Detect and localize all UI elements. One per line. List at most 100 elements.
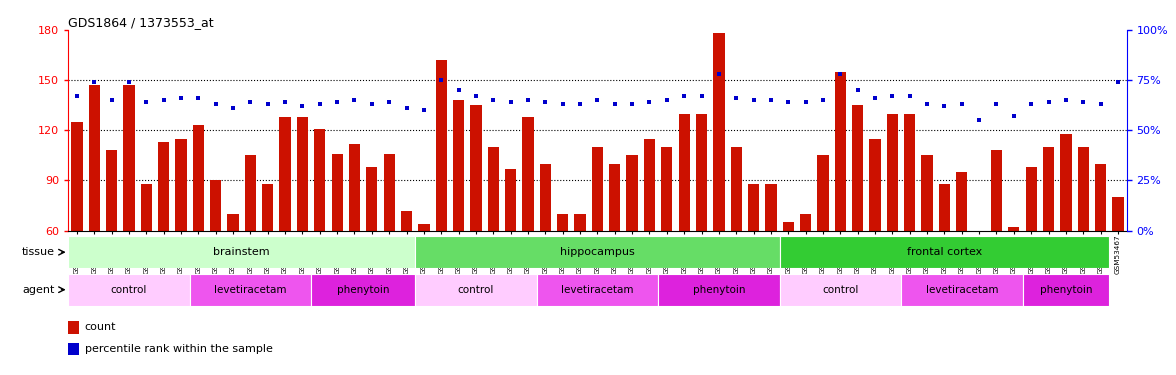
Bar xyxy=(1008,227,1020,231)
Text: brainstem: brainstem xyxy=(213,247,270,257)
Bar xyxy=(158,142,169,231)
Bar xyxy=(415,274,536,306)
Point xyxy=(223,105,242,111)
Text: agent: agent xyxy=(22,285,54,295)
Bar xyxy=(887,114,898,231)
Point xyxy=(519,97,537,103)
Bar xyxy=(175,139,187,231)
Bar xyxy=(1112,197,1123,231)
Point xyxy=(1022,101,1041,107)
Bar xyxy=(609,164,621,231)
Bar xyxy=(141,184,152,231)
Point xyxy=(796,99,815,105)
Bar xyxy=(68,236,415,268)
Point xyxy=(917,101,936,107)
Point xyxy=(536,99,555,105)
Text: levetiracetam: levetiracetam xyxy=(926,285,998,295)
Text: phenytoin: phenytoin xyxy=(336,285,389,295)
Bar xyxy=(193,125,203,231)
Point xyxy=(779,99,797,105)
Bar xyxy=(1077,147,1089,231)
Bar xyxy=(189,274,312,306)
Bar xyxy=(488,147,499,231)
Point xyxy=(345,97,363,103)
Point xyxy=(1040,99,1058,105)
Bar xyxy=(505,169,516,231)
Bar xyxy=(922,155,933,231)
Bar xyxy=(782,222,794,231)
Point xyxy=(727,95,746,101)
Bar xyxy=(869,139,881,231)
Bar xyxy=(383,154,395,231)
Point xyxy=(85,79,103,85)
Bar xyxy=(748,184,760,231)
Point xyxy=(154,97,173,103)
Bar xyxy=(1043,147,1054,231)
Point xyxy=(709,71,728,77)
Point xyxy=(172,95,191,101)
Bar xyxy=(314,129,326,231)
Point xyxy=(987,101,1005,107)
Bar xyxy=(522,117,534,231)
Text: GDS1864 / 1373553_at: GDS1864 / 1373553_at xyxy=(68,16,214,29)
Point xyxy=(310,101,329,107)
Bar xyxy=(72,122,82,231)
Text: levetiracetam: levetiracetam xyxy=(214,285,287,295)
Bar xyxy=(366,167,377,231)
Text: levetiracetam: levetiracetam xyxy=(561,285,634,295)
Bar xyxy=(557,214,568,231)
Bar xyxy=(696,114,707,231)
Bar xyxy=(679,114,690,231)
Bar xyxy=(991,150,1002,231)
Bar xyxy=(262,184,273,231)
Text: control: control xyxy=(111,285,147,295)
Point xyxy=(1056,97,1075,103)
Text: phenytoin: phenytoin xyxy=(1040,285,1093,295)
Point xyxy=(136,99,155,105)
Point xyxy=(275,99,294,105)
Point xyxy=(570,101,589,107)
Point xyxy=(293,103,312,109)
Bar xyxy=(853,105,863,231)
Bar xyxy=(106,150,118,231)
Bar xyxy=(349,144,360,231)
Bar xyxy=(938,184,950,231)
Bar xyxy=(1061,134,1071,231)
Bar xyxy=(68,343,79,355)
Bar xyxy=(280,117,290,231)
Point xyxy=(259,101,278,107)
Bar xyxy=(956,172,968,231)
Bar xyxy=(835,72,846,231)
Point xyxy=(1074,99,1093,105)
Point xyxy=(848,87,867,93)
Point xyxy=(831,71,850,77)
Bar xyxy=(901,274,1022,306)
Bar xyxy=(643,139,655,231)
Bar xyxy=(401,211,412,231)
Bar xyxy=(332,154,342,231)
Point xyxy=(483,97,502,103)
Bar xyxy=(470,105,482,231)
Point xyxy=(866,95,884,101)
Bar xyxy=(419,224,429,231)
Point xyxy=(553,101,572,107)
Point xyxy=(814,97,833,103)
Point xyxy=(414,107,433,113)
Bar xyxy=(904,114,915,231)
Point xyxy=(501,99,520,105)
Point xyxy=(241,99,260,105)
Point xyxy=(1109,79,1128,85)
Point xyxy=(467,93,486,99)
Bar xyxy=(88,85,100,231)
Point xyxy=(189,95,208,101)
Bar xyxy=(415,236,780,268)
Point xyxy=(102,97,121,103)
Point xyxy=(953,101,971,107)
Point xyxy=(380,99,399,105)
Bar xyxy=(659,274,780,306)
Text: control: control xyxy=(822,285,858,295)
Point xyxy=(970,117,989,123)
Bar xyxy=(312,274,415,306)
Bar xyxy=(227,214,239,231)
Point xyxy=(657,97,676,103)
